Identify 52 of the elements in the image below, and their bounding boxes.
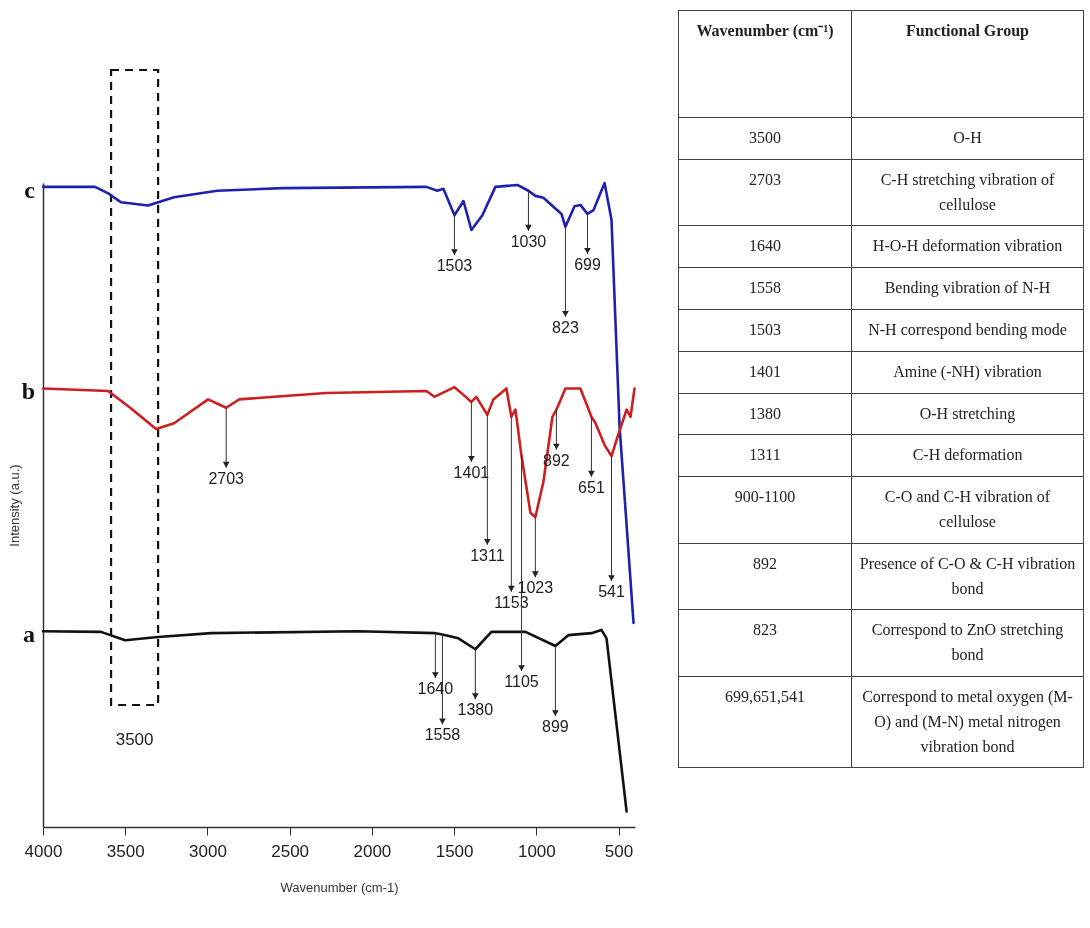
band-label: 3500 — [115, 730, 154, 749]
x-tick-label: 1500 — [435, 841, 474, 861]
annotation: 823 — [552, 318, 579, 336]
text: Functional Group — [851, 10, 1084, 118]
text: O-H stretching — [851, 393, 1084, 435]
x-tick-label: 4000 — [24, 841, 63, 861]
annotation: 541 — [598, 583, 625, 601]
text: Bending vibration of N-H — [851, 267, 1084, 310]
text: 1503 — [678, 309, 852, 352]
text: Correspond to ZnO stretching bond — [851, 609, 1084, 677]
annotation: 2703 — [208, 469, 245, 487]
annotation: 899 — [542, 718, 569, 736]
text: 1558 — [678, 267, 852, 310]
text: H-O-H deformation vibration — [851, 225, 1084, 268]
series-label: c — [24, 176, 36, 203]
annotation: 1503 — [436, 257, 473, 275]
annotation: 1105 — [504, 673, 539, 691]
y-axis-title: Intensity (a.u.) — [6, 464, 22, 547]
annotation: 1311 — [470, 546, 505, 564]
text: C-H stretching vibration of cellulose — [851, 159, 1084, 226]
text: Presence of C-O & C-H vibration bond — [851, 543, 1084, 610]
x-tick-label: 1000 — [517, 841, 556, 861]
text: C-H deformation — [851, 434, 1084, 477]
text: 699,651,541 — [678, 676, 852, 768]
x-tick-label: 500 — [604, 841, 634, 861]
series-label: a — [23, 621, 35, 648]
x-tick-label: 2500 — [271, 841, 310, 861]
x-tick-label: 3500 — [106, 841, 145, 861]
x-tick-label: 3000 — [189, 841, 227, 861]
text: N-H correspond bending mode — [851, 309, 1084, 352]
text: 1401 — [678, 351, 852, 394]
text: O-H — [851, 117, 1084, 160]
text: Correspond to metal oxygen (M-O) and (M-N) metal nitrogen vibration bond — [851, 676, 1084, 768]
annotation: 1558 — [424, 726, 461, 744]
text: 2703 — [678, 159, 852, 226]
text: 3500 — [678, 117, 852, 160]
text: 892 — [678, 543, 852, 610]
annotation: 1380 — [457, 701, 494, 719]
text: Amine (-NH) vibration — [851, 351, 1084, 394]
text: 1311 — [678, 434, 852, 477]
x-axis-title: Wavenumber (cm-1) — [280, 879, 399, 895]
annotation: 1030 — [510, 232, 547, 250]
text: C-O and C-H vibration of cellulose — [851, 476, 1084, 544]
annotation: 699 — [574, 255, 601, 273]
x-tick-label: 2000 — [353, 841, 392, 861]
text: 1640 — [678, 225, 852, 268]
text: 823 — [678, 609, 852, 677]
text: 1380 — [678, 393, 852, 435]
series-label: b — [21, 378, 35, 405]
annotation: 651 — [578, 478, 605, 496]
text: 900-1100 — [678, 476, 852, 544]
text: Wavenumber (cm⁻¹) — [678, 10, 852, 118]
